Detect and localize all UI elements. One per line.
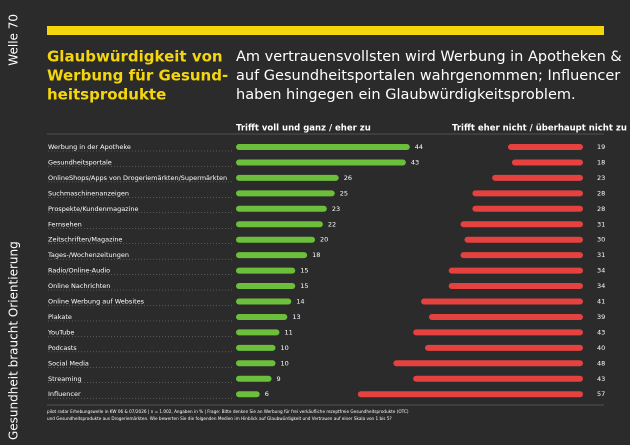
legend-label: Trifft voll und ganz / eher zu — [236, 124, 371, 134]
value-label: 19 — [597, 143, 605, 151]
value-label: 48 — [597, 359, 605, 367]
bar — [236, 313, 288, 320]
footnote: pilot radar Erhebungswelle in KW 06 & 07… — [47, 409, 409, 414]
value-label: 6 — [265, 390, 269, 398]
bar — [460, 221, 583, 228]
accent-bar — [47, 26, 604, 35]
value-label: 23 — [597, 174, 605, 182]
value-label: 28 — [597, 205, 605, 213]
value-label: 34 — [597, 267, 605, 275]
bar — [448, 267, 583, 274]
category-label: Gesundheitsportale — [48, 158, 112, 166]
category-label: Radio/Online-Audio — [48, 267, 110, 275]
value-label: 10 — [281, 344, 289, 352]
bar — [236, 283, 296, 290]
bar — [472, 190, 583, 197]
value-label: 11 — [284, 328, 292, 336]
category-label: OnlineShops/Apps von Drogeriemärkten/Sup… — [48, 174, 227, 182]
bar — [492, 174, 583, 181]
bar — [236, 391, 260, 398]
value-label: 43 — [597, 328, 605, 336]
category-label: Suchmaschinenanzeigen — [48, 189, 129, 197]
footnote: und Gesundheitsprodukte aus Drogeriemärk… — [47, 416, 392, 421]
value-label: 30 — [597, 236, 605, 244]
value-label: 28 — [597, 189, 605, 197]
bar — [464, 236, 583, 243]
bar — [425, 344, 583, 351]
title: Glaubwürdigkeit von — [47, 48, 223, 66]
value-label: 34 — [597, 282, 605, 290]
bar — [511, 159, 583, 166]
value-label: 31 — [597, 251, 605, 259]
value-label: 22 — [328, 220, 336, 228]
bar — [236, 360, 276, 367]
side-label: Gesundheit braucht Orientierung — [7, 241, 21, 440]
bar — [421, 298, 583, 305]
bar — [413, 329, 583, 336]
category-label: Online Werbung auf Websites — [48, 298, 145, 306]
bar — [236, 159, 406, 166]
bar — [236, 298, 292, 305]
bar — [507, 144, 583, 150]
category-label: YouTube — [47, 328, 74, 336]
bar — [460, 252, 583, 259]
value-label: 43 — [411, 158, 419, 166]
bar — [236, 236, 315, 243]
bar — [236, 344, 276, 351]
value-label: 20 — [320, 236, 328, 244]
value-label: 10 — [281, 359, 289, 367]
bar — [413, 375, 583, 382]
category-label: Social Media — [48, 359, 89, 367]
bar — [236, 190, 335, 197]
category-label: Streaming — [48, 375, 82, 383]
value-label: 9 — [277, 375, 281, 383]
bar — [236, 144, 410, 150]
value-label: 26 — [344, 174, 352, 182]
value-label: 39 — [597, 313, 605, 321]
value-label: 44 — [415, 143, 423, 151]
bar — [357, 391, 583, 398]
value-label: 15 — [300, 267, 308, 275]
value-label: 23 — [332, 205, 340, 213]
bar — [236, 174, 339, 181]
category-label: Influencer — [48, 390, 81, 398]
subtitle: Am vertrauensvollsten wird Werbung in Ap… — [236, 49, 622, 65]
bar — [236, 205, 327, 212]
side-label: Welle 70 — [7, 14, 21, 66]
value-label: 18 — [312, 251, 320, 259]
category-label: Plakate — [48, 313, 72, 321]
bar — [472, 205, 583, 212]
value-label: 25 — [340, 189, 348, 197]
value-label: 57 — [597, 390, 605, 398]
bar — [236, 329, 280, 336]
title: heitsprodukte — [47, 86, 166, 104]
value-label: 41 — [597, 298, 605, 306]
subtitle: auf Gesundheitsportalen wahrgenommen; In… — [236, 68, 620, 84]
category-label: Werbung in der Apotheke — [48, 143, 131, 151]
subtitle: haben hingegen ein Glaubwürdigkeitsprobl… — [236, 87, 576, 103]
category-label: Online Nachrichten — [48, 282, 110, 290]
category-label: Fernsehen — [48, 220, 82, 228]
category-label: Podcasts — [48, 344, 77, 352]
category-label: Tages-/Wochenzeitungen — [47, 251, 129, 259]
value-label: 18 — [597, 158, 605, 166]
value-label: 31 — [597, 220, 605, 228]
category-label: Prospekte/Kundenmagazine — [48, 205, 139, 213]
bar — [236, 252, 308, 259]
value-label: 43 — [597, 375, 605, 383]
value-label: 14 — [296, 298, 304, 306]
bar — [393, 360, 583, 367]
bar — [448, 283, 583, 290]
value-label: 40 — [597, 344, 605, 352]
bar — [236, 267, 296, 274]
bar — [236, 221, 323, 228]
legend-label: Trifft eher nicht / überhaupt nicht zu — [452, 124, 627, 134]
value-label: 13 — [292, 313, 300, 321]
bar — [236, 375, 272, 382]
category-label: Zeitschriften/Magazine — [48, 236, 122, 244]
value-label: 15 — [300, 282, 308, 290]
title: Werbung für Gesund- — [47, 67, 228, 85]
bar — [428, 313, 583, 320]
